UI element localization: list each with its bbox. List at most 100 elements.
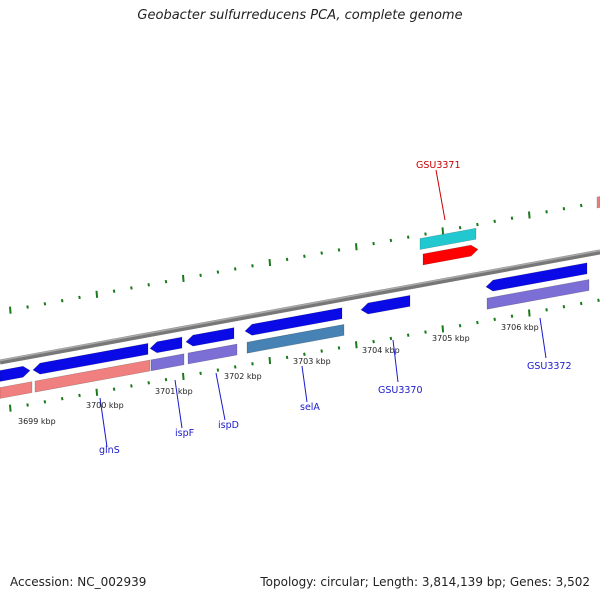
cds-arrow-ispF bbox=[149, 336, 183, 354]
lower-ruler-tick bbox=[510, 314, 514, 318]
cds-arrow-GSU3371 bbox=[422, 244, 479, 266]
genome-summary-text: Topology: circular; Length: 3,814,139 bp… bbox=[260, 575, 590, 589]
lower-ruler-tick bbox=[164, 377, 168, 382]
upper-ruler-tick bbox=[268, 259, 272, 267]
gene-box-ispF bbox=[150, 353, 185, 372]
lower-ruler-tick bbox=[112, 387, 116, 391]
lower-ruler-tick bbox=[528, 309, 531, 317]
lower-ruler-tick bbox=[285, 355, 289, 360]
lower-ruler-tick bbox=[579, 301, 583, 306]
gene-label-GSU3370: GSU3370 bbox=[378, 385, 423, 396]
upper-ruler-tick bbox=[60, 298, 64, 303]
upper-ruler-tick bbox=[493, 219, 496, 224]
leader-glnS bbox=[99, 397, 108, 448]
leader-GSU3371 bbox=[435, 169, 446, 221]
upper-ruler-tick bbox=[545, 210, 548, 214]
lower-ruler-tick bbox=[43, 400, 47, 404]
upper-ruler-tick bbox=[303, 254, 306, 258]
upper-ruler-tick bbox=[26, 305, 29, 309]
gene-features bbox=[0, 196, 600, 399]
cds-arrow-glnS bbox=[32, 343, 149, 375]
upper-ruler-tick bbox=[285, 257, 289, 262]
upper-ruler-tick bbox=[199, 273, 202, 277]
lower-ruler-tick bbox=[268, 357, 272, 365]
kbp-label-3701: 3701 kbp bbox=[155, 387, 193, 396]
upper-ruler-tick bbox=[43, 302, 47, 306]
upper-ruler-tick bbox=[579, 203, 583, 208]
lower-ruler-tick bbox=[216, 368, 220, 372]
lower-ruler-tick bbox=[60, 396, 64, 401]
lower-ruler-tick bbox=[562, 304, 566, 309]
gene-label-glnS: glnS bbox=[99, 445, 120, 456]
upper-ruler-tick bbox=[78, 295, 81, 300]
lower-ruler-tick bbox=[441, 325, 445, 333]
lower-ruler-tick bbox=[95, 388, 99, 396]
lower-ruler-tick bbox=[320, 349, 323, 353]
gene-box-glnS bbox=[34, 359, 151, 393]
upper-ruler-tick bbox=[216, 270, 220, 274]
lower-ruler-tick bbox=[182, 372, 185, 381]
leader-ispD bbox=[215, 372, 226, 421]
lower-ruler-tick bbox=[26, 403, 29, 407]
accession-text: Accession: NC_002939 bbox=[10, 575, 147, 589]
upper-ruler-tick bbox=[182, 274, 185, 283]
upper-ruler-tick bbox=[458, 226, 462, 230]
upper-ruler-tick bbox=[355, 243, 358, 251]
lower-ruler-tick bbox=[406, 333, 410, 337]
upper-ruler-tick bbox=[130, 286, 133, 290]
kbp-label-3705: 3705 kbp bbox=[432, 334, 470, 343]
gene-label-selA: selA bbox=[300, 402, 320, 413]
upper-ruler-tick bbox=[320, 251, 323, 255]
lower-ruler-tick bbox=[147, 381, 150, 385]
lower-ruler-tick bbox=[251, 362, 254, 366]
kbp-label-3703: 3703 kbp bbox=[293, 357, 331, 366]
upper-ruler-tick bbox=[562, 206, 566, 211]
upper-ruler-tick bbox=[337, 248, 341, 252]
lower-ruler-tick bbox=[372, 339, 375, 344]
upper-ruler-tick bbox=[528, 211, 531, 219]
lower-ruler-tick bbox=[545, 308, 548, 312]
lower-ruler-tick bbox=[493, 317, 496, 322]
upper-ruler-tick bbox=[406, 235, 410, 239]
kbp-label-3704: 3704 kbp bbox=[362, 346, 400, 355]
upper-ruler-tick bbox=[147, 283, 150, 287]
lower-ruler-tick bbox=[233, 365, 237, 369]
lower-dotted-ruler bbox=[9, 298, 600, 412]
lower-ruler-tick bbox=[199, 371, 202, 375]
upper-ruler-tick bbox=[251, 264, 254, 268]
upper-ruler-tick bbox=[389, 238, 393, 243]
gene-box-selA bbox=[246, 324, 345, 354]
upper-ruler-tick bbox=[441, 227, 445, 235]
gene-box-edge bbox=[596, 196, 600, 209]
upper-ruler-tick bbox=[372, 241, 375, 246]
cds-arrow-GSU3372 bbox=[485, 262, 588, 292]
lower-ruler-tick bbox=[355, 341, 358, 349]
upper-ruler-tick bbox=[9, 306, 12, 314]
gene-box-ispD bbox=[187, 343, 238, 365]
gene-label-GSU3372: GSU3372 bbox=[527, 361, 572, 372]
kbp-label-3699: 3699 kbp bbox=[18, 417, 56, 426]
kbp-label-3702: 3702 kbp bbox=[224, 372, 262, 381]
lower-ruler-tick bbox=[78, 393, 81, 398]
label-leader-lines bbox=[99, 169, 547, 448]
gene-box-1 bbox=[0, 381, 33, 399]
lower-ruler-tick bbox=[458, 324, 462, 328]
genome-backbone-highlight bbox=[0, 249, 600, 362]
kbp-label-3706: 3706 kbp bbox=[501, 323, 539, 332]
lower-ruler-tick bbox=[130, 384, 133, 388]
gene-label-ispF: ispF bbox=[175, 428, 194, 439]
upper-ruler-tick bbox=[233, 267, 237, 271]
lower-ruler-tick bbox=[9, 404, 12, 412]
upper-ruler-tick bbox=[476, 222, 479, 227]
upper-dotted-ruler bbox=[9, 200, 600, 314]
leader-GSU3370 bbox=[392, 339, 399, 383]
upper-ruler-tick bbox=[164, 279, 168, 284]
lower-ruler-tick bbox=[597, 298, 600, 303]
gene-label-GSU3371: GSU3371 bbox=[416, 160, 461, 171]
cds-arrow-ispD bbox=[185, 327, 235, 347]
cds-arrow-GSU3370 bbox=[360, 294, 411, 315]
lower-ruler-tick bbox=[303, 352, 306, 356]
cds-arrow-selA bbox=[244, 307, 343, 336]
